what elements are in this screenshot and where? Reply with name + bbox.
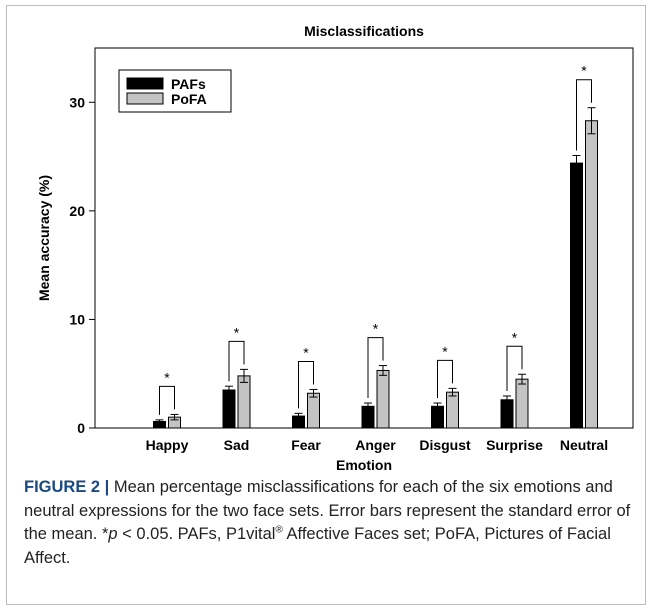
- significance-bracket-anger: [367, 337, 384, 399]
- caption-text-1: Mean percentage misclassifications for e…: [24, 478, 631, 543]
- y-axis-label: Mean accuracy (%): [36, 175, 52, 301]
- bar-neutral-pofa: [585, 120, 598, 429]
- x-tick-label-surprise: Surprise: [486, 437, 543, 453]
- significance-bracket-fear: [298, 360, 314, 409]
- legend-swatch-pofa: [126, 92, 164, 105]
- x-tick-label-anger: Anger: [355, 437, 396, 453]
- bar-disgust-pofa: [446, 391, 459, 429]
- y-tick-label-20: 20: [69, 203, 85, 219]
- y-tick-label-10: 10: [69, 311, 85, 327]
- significance-star-disgust: *: [442, 343, 448, 359]
- bar-neutral-pafs: [570, 162, 583, 429]
- x-axis-label: Emotion: [336, 457, 392, 473]
- significance-star-surprise: *: [512, 329, 518, 345]
- figure-panel: Misclassifications 0 10 20 30 Mean accuracy (…: [6, 5, 646, 605]
- figure-label: FIGURE 2 |: [24, 478, 110, 496]
- significance-bracket-happy: [159, 385, 175, 415]
- caption-text-3: Affective Faces set; PoFA, Pictures of F…: [24, 525, 611, 567]
- figure-caption: FIGURE 2 | Mean percentage misclassifica…: [24, 476, 644, 570]
- y-tick-label-30: 30: [69, 94, 85, 110]
- bar-anger-pofa: [376, 369, 390, 429]
- significance-bracket-sad: [228, 340, 245, 382]
- significance-bracket-neutral: [576, 79, 592, 151]
- legend-label-pofa: PoFA: [171, 91, 207, 107]
- bar-chart: Misclassifications 0 10 20 30 Mean accuracy (…: [36, 23, 634, 473]
- bar-sad-pafs: [222, 389, 236, 429]
- chart-title: Misclassifications: [304, 23, 424, 39]
- registered-mark: ®: [275, 524, 283, 536]
- x-tick-label-fear: Fear: [291, 437, 321, 453]
- x-tick-label-happy: Happy: [146, 437, 189, 453]
- y-tick-label-0: 0: [77, 420, 85, 436]
- x-tick-label-sad: Sad: [224, 437, 250, 453]
- significance-bracket-disgust: [437, 359, 453, 399]
- significance-bracket-surprise: [506, 345, 523, 391]
- significance-star-fear: *: [303, 344, 309, 360]
- caption-text-2: < 0.05. PAFs, P1vital: [117, 525, 276, 543]
- caption-p-symbol: p: [108, 525, 118, 543]
- significance-star-neutral: *: [581, 63, 587, 79]
- bar-surprise-pofa: [515, 378, 529, 429]
- legend-swatch-pafs: [126, 77, 164, 90]
- bar-sad-pofa: [237, 375, 251, 429]
- x-tick-label-disgust: Disgust: [419, 437, 471, 453]
- x-tick-label-neutral: Neutral: [560, 437, 608, 453]
- significance-star-anger: *: [373, 321, 379, 337]
- bar-fear-pofa: [307, 392, 320, 429]
- legend-label-pafs: PAFs: [171, 76, 206, 92]
- significance-star-sad: *: [234, 324, 240, 340]
- significance-star-happy: *: [164, 369, 170, 385]
- legend-box: [118, 69, 232, 113]
